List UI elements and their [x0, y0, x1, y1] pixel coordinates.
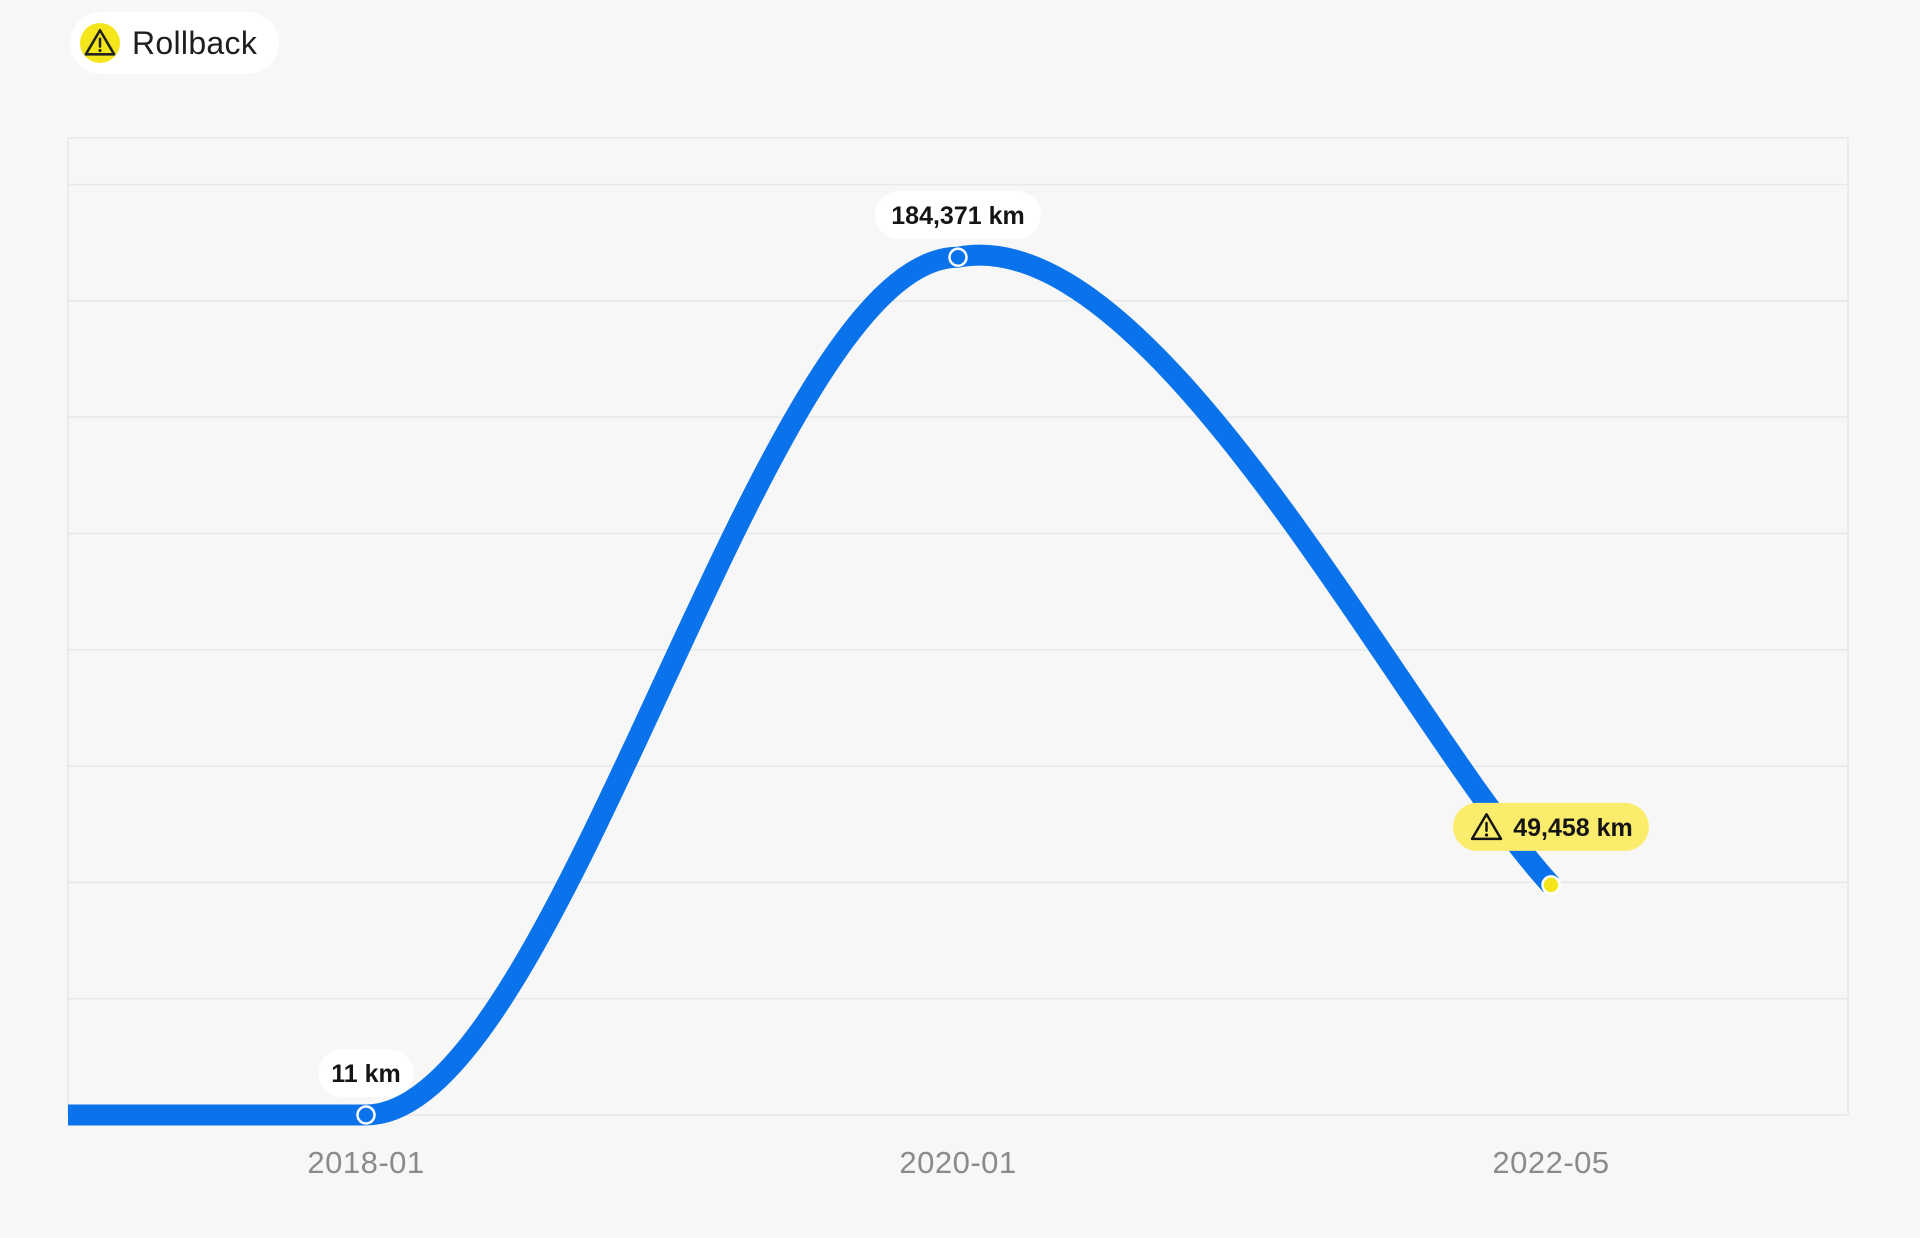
rollback-badge[interactable]: Rollback	[70, 12, 280, 74]
x-tick-label: 2022-05	[1492, 1145, 1609, 1180]
badge-label: Rollback	[132, 24, 258, 61]
data-point[interactable]	[356, 1105, 376, 1125]
x-tick-label: 2020-01	[899, 1145, 1016, 1180]
data-point[interactable]	[948, 247, 968, 267]
value-label: 11 km	[318, 1048, 414, 1097]
series-line	[68, 244, 1559, 1126]
x-tick-label: 2018-01	[307, 1145, 424, 1180]
value-label-text: 11 km	[331, 1060, 401, 1088]
value-label-text: 184,371 km	[891, 202, 1024, 230]
grid-lines	[68, 183, 1848, 1000]
warning-icon	[1470, 813, 1503, 841]
label-pill	[318, 1048, 414, 1097]
x-axis-ticks: 2018-01 2020-01 2022-05	[307, 1145, 1609, 1180]
data-points: 11 km 184,371 km 49,458 km	[318, 191, 1649, 1125]
warning-icon	[80, 23, 120, 63]
value-label: 184,371 km	[875, 191, 1041, 240]
plot-area	[67, 137, 1849, 1116]
label-pill	[875, 191, 1041, 240]
warning-value-label: 49,458 km	[1453, 802, 1649, 851]
value-label-text: 49,458 km	[1513, 814, 1633, 842]
warning-point[interactable]	[1541, 875, 1561, 895]
